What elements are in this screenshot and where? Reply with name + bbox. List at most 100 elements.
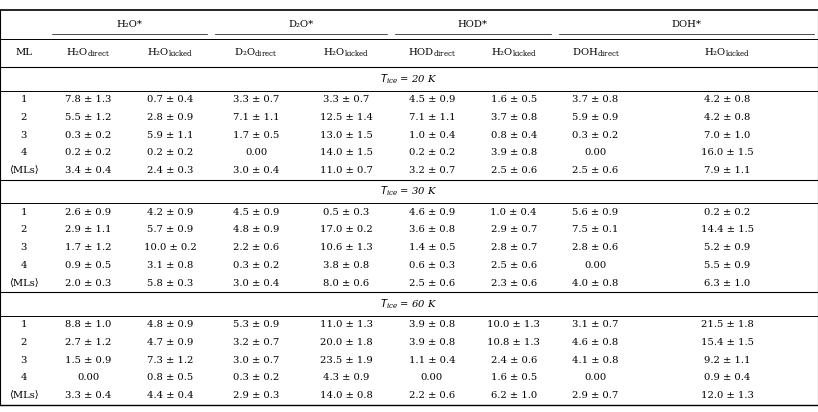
Text: 4.5 ± 0.9: 4.5 ± 0.9 — [233, 208, 279, 217]
Text: 0.8 ± 0.5: 0.8 ± 0.5 — [147, 373, 193, 382]
Text: 6.2 ± 1.0: 6.2 ± 1.0 — [491, 391, 537, 400]
Text: 0.00: 0.00 — [420, 373, 443, 382]
Text: 23.5 ± 1.9: 23.5 ± 1.9 — [320, 356, 372, 365]
Text: HOD*: HOD* — [458, 20, 488, 29]
Text: 3.9 ± 0.8: 3.9 ± 0.8 — [409, 338, 455, 347]
Text: 0.00: 0.00 — [584, 261, 607, 270]
Text: 13.0 ± 1.5: 13.0 ± 1.5 — [320, 131, 372, 140]
Text: 4.6 ± 0.9: 4.6 ± 0.9 — [409, 208, 455, 217]
Text: 10.6 ± 1.3: 10.6 ± 1.3 — [320, 243, 372, 252]
Text: 2.7 ± 1.2: 2.7 ± 1.2 — [65, 338, 111, 347]
Text: 5.9 ± 0.9: 5.9 ± 0.9 — [573, 113, 618, 122]
Text: 0.8 ± 0.4: 0.8 ± 0.4 — [491, 131, 537, 140]
Text: 3.0 ± 0.4: 3.0 ± 0.4 — [233, 279, 279, 288]
Text: 2: 2 — [20, 113, 27, 122]
Text: DOH$_\mathregular{direct}$: DOH$_\mathregular{direct}$ — [572, 47, 619, 59]
Text: 7.3 ± 1.2: 7.3 ± 1.2 — [147, 356, 193, 365]
Text: DOH*: DOH* — [672, 20, 701, 29]
Text: 5.9 ± 1.1: 5.9 ± 1.1 — [147, 131, 193, 140]
Text: 3.2 ± 0.7: 3.2 ± 0.7 — [233, 338, 279, 347]
Text: 0.2 ± 0.2: 0.2 ± 0.2 — [409, 148, 455, 157]
Text: 0.3 ± 0.2: 0.3 ± 0.2 — [233, 373, 279, 382]
Text: 0.5 ± 0.3: 0.5 ± 0.3 — [323, 208, 369, 217]
Text: 0.2 ± 0.2: 0.2 ± 0.2 — [147, 148, 193, 157]
Text: 2.4 ± 0.6: 2.4 ± 0.6 — [491, 356, 537, 365]
Text: 2.9 ± 0.7: 2.9 ± 0.7 — [491, 225, 537, 234]
Text: 0.00: 0.00 — [584, 373, 607, 382]
Text: 7.1 ± 1.1: 7.1 ± 1.1 — [233, 113, 279, 122]
Text: D₂O$_\mathregular{direct}$: D₂O$_\mathregular{direct}$ — [235, 47, 277, 59]
Text: 2.0 ± 0.3: 2.0 ± 0.3 — [65, 279, 111, 288]
Text: 0.6 ± 0.3: 0.6 ± 0.3 — [409, 261, 455, 270]
Text: 3.7 ± 0.8: 3.7 ± 0.8 — [491, 113, 537, 122]
Text: 5.5 ± 0.9: 5.5 ± 0.9 — [704, 261, 750, 270]
Text: 0.7 ± 0.4: 0.7 ± 0.4 — [147, 95, 193, 104]
Text: 3.4 ± 0.4: 3.4 ± 0.4 — [65, 166, 111, 175]
Text: 4.2 ± 0.8: 4.2 ± 0.8 — [704, 113, 750, 122]
Text: 14.0 ± 1.5: 14.0 ± 1.5 — [320, 148, 372, 157]
Text: 11.0 ± 1.3: 11.0 ± 1.3 — [320, 320, 372, 329]
Text: 15.4 ± 1.5: 15.4 ± 1.5 — [701, 338, 753, 347]
Text: H₂O$_\mathregular{direct}$: H₂O$_\mathregular{direct}$ — [66, 47, 110, 59]
Text: D₂O*: D₂O* — [289, 20, 313, 29]
Text: 2.2 ± 0.6: 2.2 ± 0.6 — [233, 243, 279, 252]
Text: 1.0 ± 0.4: 1.0 ± 0.4 — [409, 131, 455, 140]
Text: 5.8 ± 0.3: 5.8 ± 0.3 — [147, 279, 193, 288]
Text: 5.3 ± 0.9: 5.3 ± 0.9 — [233, 320, 279, 329]
Text: 3.0 ± 0.7: 3.0 ± 0.7 — [233, 356, 279, 365]
Text: 3: 3 — [20, 243, 27, 252]
Text: 4.3 ± 0.9: 4.3 ± 0.9 — [323, 373, 369, 382]
Text: 2.8 ± 0.7: 2.8 ± 0.7 — [491, 243, 537, 252]
Text: 1.6 ± 0.5: 1.6 ± 0.5 — [491, 373, 537, 382]
Text: 1: 1 — [20, 208, 27, 217]
Text: 4.4 ± 0.4: 4.4 ± 0.4 — [147, 391, 193, 400]
Text: 1: 1 — [20, 320, 27, 329]
Text: 14.4 ± 1.5: 14.4 ± 1.5 — [701, 225, 753, 234]
Text: 3.9 ± 0.8: 3.9 ± 0.8 — [409, 320, 455, 329]
Text: 4.8 ± 0.9: 4.8 ± 0.9 — [233, 225, 279, 234]
Text: 4: 4 — [20, 261, 27, 270]
Text: 2: 2 — [20, 338, 27, 347]
Text: 2.5 ± 0.6: 2.5 ± 0.6 — [409, 279, 455, 288]
Text: 4.2 ± 0.8: 4.2 ± 0.8 — [704, 95, 750, 104]
Text: 3.8 ± 0.8: 3.8 ± 0.8 — [323, 261, 369, 270]
Text: 7.0 ± 1.0: 7.0 ± 1.0 — [704, 131, 750, 140]
Text: 3.0 ± 0.4: 3.0 ± 0.4 — [233, 166, 279, 175]
Text: 2.5 ± 0.6: 2.5 ± 0.6 — [573, 166, 618, 175]
Text: 4.2 ± 0.9: 4.2 ± 0.9 — [147, 208, 193, 217]
Text: 3.3 ± 0.7: 3.3 ± 0.7 — [323, 95, 369, 104]
Text: 2.5 ± 0.6: 2.5 ± 0.6 — [491, 261, 537, 270]
Text: 3.6 ± 0.8: 3.6 ± 0.8 — [409, 225, 455, 234]
Text: H₂O$_\mathregular{kicked}$: H₂O$_\mathregular{kicked}$ — [491, 47, 537, 59]
Text: H₂O$_\mathregular{kicked}$: H₂O$_\mathregular{kicked}$ — [704, 47, 750, 59]
Text: 0.3 ± 0.2: 0.3 ± 0.2 — [233, 261, 279, 270]
Text: 16.0 ± 1.5: 16.0 ± 1.5 — [701, 148, 753, 157]
Text: 4: 4 — [20, 373, 27, 382]
Text: 1.4 ± 0.5: 1.4 ± 0.5 — [409, 243, 455, 252]
Text: HOD$_\mathregular{direct}$: HOD$_\mathregular{direct}$ — [408, 47, 456, 59]
Text: 14.0 ± 0.8: 14.0 ± 0.8 — [320, 391, 372, 400]
Text: 10.0 ± 1.3: 10.0 ± 1.3 — [488, 320, 540, 329]
Text: 4.7 ± 0.9: 4.7 ± 0.9 — [147, 338, 193, 347]
Text: 1: 1 — [20, 95, 27, 104]
Text: $T_{\mathregular{ice}}$ = 30 K: $T_{\mathregular{ice}}$ = 30 K — [380, 185, 438, 198]
Text: ⟨MLs⟩: ⟨MLs⟩ — [9, 391, 38, 400]
Text: 1.7 ± 0.5: 1.7 ± 0.5 — [233, 131, 279, 140]
Text: 3.9 ± 0.8: 3.9 ± 0.8 — [491, 148, 537, 157]
Text: 5.5 ± 1.2: 5.5 ± 1.2 — [65, 113, 111, 122]
Text: 0.3 ± 0.2: 0.3 ± 0.2 — [573, 131, 618, 140]
Text: ⟨MLs⟩: ⟨MLs⟩ — [9, 279, 38, 288]
Text: 12.5 ± 1.4: 12.5 ± 1.4 — [320, 113, 372, 122]
Text: 11.0 ± 0.7: 11.0 ± 0.7 — [320, 166, 372, 175]
Text: 0.00: 0.00 — [245, 148, 267, 157]
Text: 7.1 ± 1.1: 7.1 ± 1.1 — [409, 113, 455, 122]
Text: H₂O$_\mathregular{kicked}$: H₂O$_\mathregular{kicked}$ — [147, 47, 193, 59]
Text: 3.2 ± 0.7: 3.2 ± 0.7 — [409, 166, 455, 175]
Text: H₂O$_\mathregular{kicked}$: H₂O$_\mathregular{kicked}$ — [323, 47, 369, 59]
Text: ⟨MLs⟩: ⟨MLs⟩ — [9, 166, 38, 175]
Text: 2.5 ± 0.6: 2.5 ± 0.6 — [491, 166, 537, 175]
Text: 0.2 ± 0.2: 0.2 ± 0.2 — [704, 208, 750, 217]
Text: 2.2 ± 0.6: 2.2 ± 0.6 — [409, 391, 455, 400]
Text: 10.0 ± 0.2: 10.0 ± 0.2 — [144, 243, 196, 252]
Text: 3.1 ± 0.8: 3.1 ± 0.8 — [147, 261, 193, 270]
